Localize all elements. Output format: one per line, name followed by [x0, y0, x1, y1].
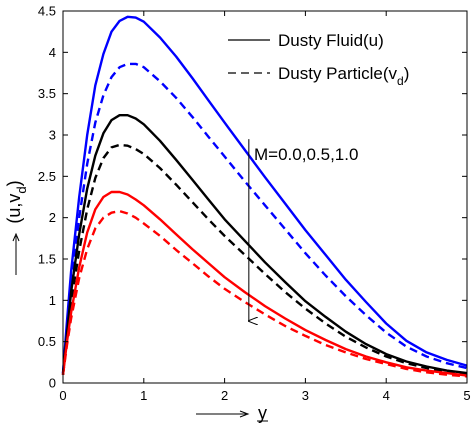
- y-tick-label: 4: [49, 45, 56, 60]
- legend-label-particle: Dusty Particle(vd): [278, 64, 409, 88]
- y-tick-label: 2.5: [38, 169, 56, 184]
- x-tick-label: 1: [140, 388, 147, 403]
- y-axis-label: (u,vd): [4, 180, 29, 223]
- series-layer: [61, 15, 468, 378]
- x-tick-label: 2: [221, 388, 228, 403]
- x-tick-label: 3: [302, 388, 309, 403]
- y-tick-label: 3.5: [38, 86, 56, 101]
- plot-frame: [62, 10, 468, 384]
- y-tick-label: 0.5: [38, 334, 56, 349]
- series-line-2: [61, 114, 468, 375]
- legend: Dusty Fluid(u) Dusty Particle(vd): [228, 31, 409, 88]
- x-tick-label: 4: [383, 388, 390, 403]
- y-tick-label: 4.5: [38, 4, 56, 19]
- x-axis-arrow: [196, 410, 250, 418]
- x-axis-label: y: [258, 403, 267, 423]
- y-tick-label: 2: [49, 210, 56, 225]
- series-line-1: [61, 62, 468, 374]
- legend-label-fluid: Dusty Fluid(u): [278, 31, 384, 50]
- series-line-0: [61, 15, 468, 374]
- y-axis-label-text: (u,vd): [4, 180, 29, 223]
- x-tick-label: 5: [463, 388, 470, 403]
- y-axis-arrow: [12, 232, 20, 275]
- y-tick-label: 1.5: [38, 252, 56, 267]
- y-tick-label: 3: [49, 128, 56, 143]
- y-tick-label: 1: [49, 293, 56, 308]
- x-tick-label: 0: [59, 388, 66, 403]
- series-line-3: [61, 143, 468, 376]
- series-line-4: [61, 190, 468, 377]
- y-tick-label: 0: [49, 376, 56, 391]
- annotation-text: M=0.0,0.5,1.0: [254, 145, 358, 164]
